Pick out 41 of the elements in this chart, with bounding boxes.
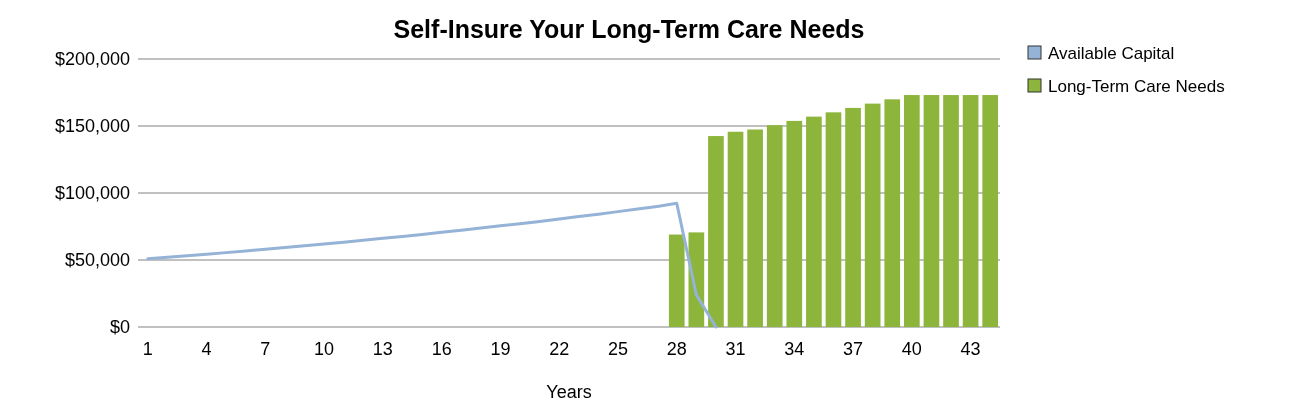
bar <box>766 125 783 327</box>
x-tick-label: 19 <box>490 339 511 359</box>
x-tick-label: 28 <box>666 339 687 359</box>
chart-title: Self-Insure Your Long-Term Care Needs <box>393 15 865 43</box>
bar <box>668 234 685 327</box>
bar <box>708 136 724 327</box>
x-tick-label: 37 <box>843 339 864 359</box>
x-tick-label: 7 <box>260 339 271 359</box>
bar <box>884 99 901 327</box>
bar <box>982 95 999 327</box>
x-axis-title: Years <box>546 382 592 402</box>
y-tick-label: $200,000 <box>54 49 130 70</box>
bar <box>864 103 881 327</box>
bar <box>825 112 842 327</box>
y-tick-label: $150,000 <box>54 116 130 137</box>
x-tick-label: 22 <box>549 339 570 359</box>
y-tick-label: $0 <box>109 317 130 338</box>
x-tick-label: 25 <box>607 339 628 359</box>
x-tick-label: 43 <box>960 339 981 359</box>
bar <box>747 129 763 327</box>
bar <box>943 95 959 327</box>
bar <box>904 95 920 327</box>
bar <box>786 120 803 327</box>
x-tick-label: 34 <box>784 339 805 359</box>
x-tick-label: 40 <box>901 339 922 359</box>
bar <box>923 95 940 327</box>
x-tick-label: 13 <box>372 339 393 359</box>
x-tick-label: 31 <box>725 339 746 359</box>
x-tick-label: 16 <box>431 339 452 359</box>
bar <box>806 116 822 327</box>
y-tick-label: $50,000 <box>64 250 130 271</box>
bar <box>845 107 861 327</box>
legend-label: Long-Term Care Needs <box>1048 76 1225 96</box>
bar <box>962 95 979 327</box>
legend-label: Available Capital <box>1048 43 1175 63</box>
x-tick-label: 10 <box>314 339 335 359</box>
bar <box>727 131 744 327</box>
x-tick-label: 4 <box>201 339 212 359</box>
x-tick-label: 1 <box>142 339 153 359</box>
y-tick-label: $100,000 <box>54 183 130 204</box>
line-series <box>146 201 718 329</box>
